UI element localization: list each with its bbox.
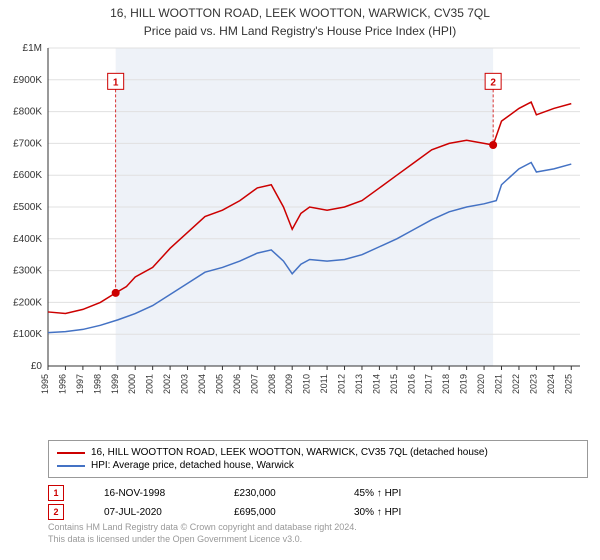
svg-text:2007: 2007 <box>249 374 259 394</box>
transaction-row: 1 16-NOV-1998 £230,000 45% ↑ HPI <box>48 485 588 501</box>
legend-item: 16, HILL WOOTTON ROAD, LEEK WOOTTON, WAR… <box>57 447 579 458</box>
svg-text:£100K: £100K <box>13 329 42 340</box>
svg-text:2003: 2003 <box>180 374 190 394</box>
marker-badge: 2 <box>48 504 64 520</box>
transaction-date: 07-JUL-2020 <box>104 507 194 518</box>
svg-text:2000: 2000 <box>127 374 137 394</box>
transaction-row: 2 07-JUL-2020 £695,000 30% ↑ HPI <box>48 504 588 520</box>
svg-text:1999: 1999 <box>110 374 120 394</box>
legend: 16, HILL WOOTTON ROAD, LEEK WOOTTON, WAR… <box>48 440 588 478</box>
svg-text:2013: 2013 <box>354 374 364 394</box>
svg-text:2022: 2022 <box>511 374 521 394</box>
svg-text:2018: 2018 <box>441 374 451 394</box>
svg-text:£700K: £700K <box>13 138 42 149</box>
svg-text:2: 2 <box>490 77 496 88</box>
svg-text:2016: 2016 <box>406 374 416 394</box>
chart-title-line1: 16, HILL WOOTTON ROAD, LEEK WOOTTON, WAR… <box>0 0 600 20</box>
svg-text:1996: 1996 <box>57 374 67 394</box>
svg-text:1997: 1997 <box>75 374 85 394</box>
svg-text:£200K: £200K <box>13 297 42 308</box>
footer-line: This data is licensed under the Open Gov… <box>48 534 357 546</box>
svg-text:£500K: £500K <box>13 202 42 213</box>
svg-text:2021: 2021 <box>494 374 504 394</box>
svg-text:2023: 2023 <box>528 374 538 394</box>
transaction-price: £230,000 <box>234 488 314 499</box>
legend-swatch <box>57 452 85 454</box>
svg-text:£1M: £1M <box>23 43 42 54</box>
svg-text:1995: 1995 <box>40 374 50 394</box>
svg-text:2004: 2004 <box>197 374 207 394</box>
legend-swatch <box>57 465 85 467</box>
svg-text:2009: 2009 <box>284 374 294 394</box>
svg-text:2011: 2011 <box>319 374 329 393</box>
transaction-delta: 45% ↑ HPI <box>354 488 401 499</box>
footer-attribution: Contains HM Land Registry data © Crown c… <box>48 522 357 545</box>
svg-text:1: 1 <box>113 77 119 88</box>
svg-text:2006: 2006 <box>232 374 242 394</box>
svg-text:2010: 2010 <box>302 374 312 394</box>
svg-text:£900K: £900K <box>13 75 42 86</box>
svg-text:£400K: £400K <box>13 234 42 245</box>
transaction-price: £695,000 <box>234 507 314 518</box>
marker-badge: 1 <box>48 485 64 501</box>
transactions-table: 1 16-NOV-1998 £230,000 45% ↑ HPI 2 07-JU… <box>48 482 588 523</box>
svg-text:2025: 2025 <box>563 374 573 394</box>
svg-text:2012: 2012 <box>337 374 347 394</box>
svg-text:£800K: £800K <box>13 107 42 118</box>
svg-text:£300K: £300K <box>13 266 42 277</box>
price-chart: £0£100K£200K£300K£400K£500K£600K£700K£80… <box>48 44 588 404</box>
svg-text:£0: £0 <box>31 361 43 372</box>
svg-text:1998: 1998 <box>92 374 102 394</box>
svg-text:2024: 2024 <box>546 374 556 394</box>
footer-line: Contains HM Land Registry data © Crown c… <box>48 522 357 534</box>
transaction-delta: 30% ↑ HPI <box>354 507 401 518</box>
svg-text:2014: 2014 <box>371 374 381 394</box>
svg-text:£600K: £600K <box>13 170 42 181</box>
chart-title-line2: Price paid vs. HM Land Registry's House … <box>0 20 600 44</box>
svg-text:2020: 2020 <box>476 374 486 394</box>
legend-item: HPI: Average price, detached house, Warw… <box>57 460 579 471</box>
svg-text:2017: 2017 <box>424 374 434 394</box>
legend-label: HPI: Average price, detached house, Warw… <box>91 460 294 471</box>
svg-text:2005: 2005 <box>214 374 224 394</box>
legend-label: 16, HILL WOOTTON ROAD, LEEK WOOTTON, WAR… <box>91 447 488 458</box>
svg-text:2002: 2002 <box>162 374 172 394</box>
svg-text:2019: 2019 <box>459 374 469 394</box>
transaction-date: 16-NOV-1998 <box>104 488 194 499</box>
svg-text:2015: 2015 <box>389 374 399 394</box>
svg-text:2008: 2008 <box>267 374 277 394</box>
svg-text:2001: 2001 <box>145 374 155 394</box>
